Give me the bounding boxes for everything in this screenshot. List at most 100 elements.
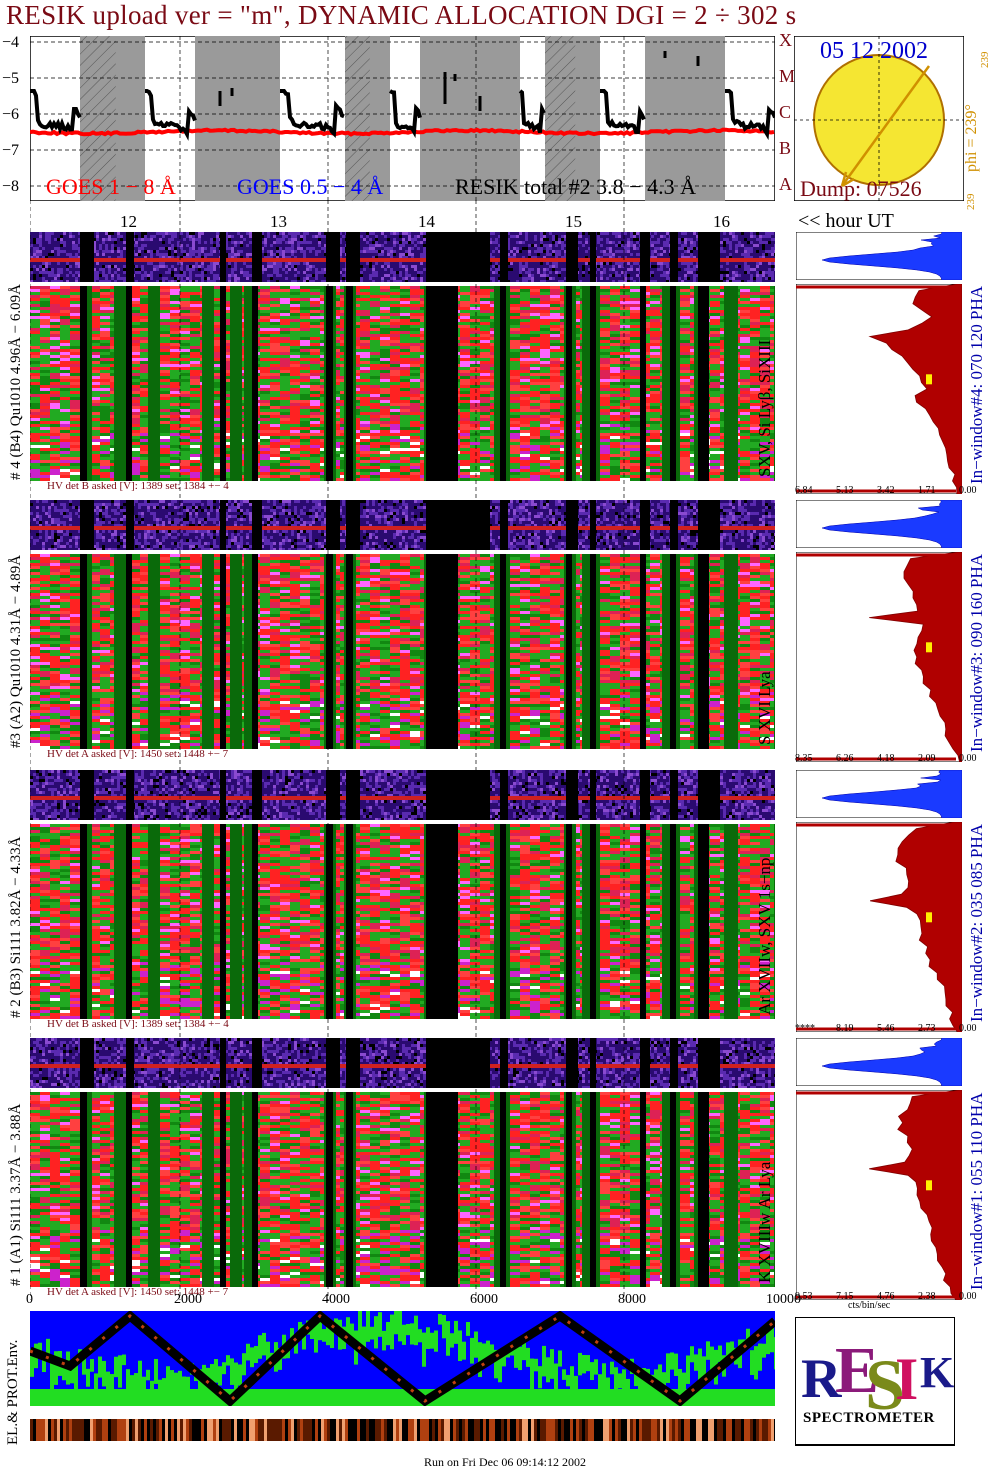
env-strip-cell — [765, 1419, 768, 1441]
env-green-floor — [586, 1389, 590, 1406]
env-green-band — [350, 1323, 354, 1343]
env-green-band — [618, 1373, 622, 1389]
env-green-band — [390, 1314, 394, 1350]
env-strip-cell — [477, 1419, 480, 1441]
env-green-floor — [738, 1389, 742, 1406]
spectrogram-gap — [640, 286, 646, 481]
env-green-floor — [722, 1389, 726, 1406]
env-strip-cell — [267, 1419, 270, 1441]
spectrum-profile-4 — [796, 1090, 962, 1300]
spectrogram-band — [724, 554, 738, 749]
strip-line — [30, 258, 775, 262]
env-strip-cell — [195, 1419, 198, 1441]
spectrogram-band — [202, 554, 214, 749]
env-green-band — [386, 1321, 390, 1346]
env-strip-cell — [66, 1419, 69, 1441]
env-green-floor — [342, 1389, 346, 1406]
env-label: EL.& PROT.Env. — [5, 1340, 22, 1445]
env-strip-cell — [111, 1419, 114, 1441]
env-green-band — [702, 1356, 706, 1384]
env-green-band — [586, 1355, 590, 1372]
env-green-floor — [174, 1389, 178, 1406]
env-strip-cell — [207, 1419, 210, 1441]
env-strip-cell — [720, 1419, 723, 1441]
env-green-floor — [390, 1389, 394, 1406]
env-green-band — [186, 1376, 190, 1394]
env-green-floor — [734, 1389, 738, 1406]
spectrogram-band — [724, 286, 738, 481]
env-green-band — [474, 1331, 478, 1358]
env-strip-cell — [618, 1419, 621, 1441]
env-green-floor — [690, 1389, 694, 1406]
env-strip-cell — [270, 1419, 273, 1441]
env-green-band — [422, 1332, 426, 1367]
env-green-floor — [602, 1389, 606, 1406]
env-strip-cell — [240, 1419, 243, 1441]
env-strip-cell — [594, 1419, 597, 1441]
spectrogram-gap — [80, 1092, 87, 1287]
env-green-band — [458, 1330, 462, 1362]
env-green-band — [50, 1360, 54, 1394]
env-strip-cell — [39, 1419, 42, 1441]
spectrogram-gap — [220, 824, 226, 1019]
strip-gap — [80, 770, 94, 820]
env-green-floor — [762, 1389, 766, 1406]
pha-histogram-4 — [796, 1038, 962, 1086]
env-green-band — [774, 1337, 775, 1370]
spectrogram-gap — [80, 824, 87, 1019]
env-strip-cell — [288, 1419, 291, 1441]
env-green-floor — [386, 1389, 390, 1406]
env-strip-cell — [252, 1419, 255, 1441]
env-green-band — [698, 1348, 702, 1381]
env-green-floor — [706, 1389, 710, 1406]
env-strip-cell — [759, 1419, 762, 1441]
env-green-floor — [754, 1389, 758, 1406]
env-green-floor — [94, 1389, 98, 1406]
env-strip-cell — [180, 1419, 183, 1441]
env-strip-cell — [162, 1419, 165, 1441]
spectrogram-band — [774, 824, 775, 1019]
env-green-band — [670, 1352, 674, 1370]
env-strip-cell — [567, 1419, 570, 1441]
env-green-band — [562, 1369, 566, 1380]
logo-letter: E — [835, 1334, 879, 1407]
env-green-band — [726, 1342, 730, 1356]
env-green-floor — [658, 1389, 662, 1406]
env-strip-cell — [225, 1419, 228, 1441]
env-strip-cell — [432, 1419, 435, 1441]
env-strip-cell — [750, 1419, 753, 1441]
env-green-floor — [482, 1389, 486, 1406]
env-green-band — [470, 1337, 474, 1364]
spectrogram-gap — [566, 1092, 572, 1287]
bottom-x-tick-2000: 2000 — [174, 1292, 202, 1308]
env-strip-cell — [54, 1419, 57, 1441]
env-green-band — [150, 1380, 154, 1396]
env-green-floor — [442, 1389, 446, 1406]
env-green-floor — [86, 1389, 90, 1406]
env-green-band — [666, 1353, 670, 1383]
env-strip-cell — [78, 1419, 81, 1441]
env-green-band — [378, 1312, 382, 1337]
env-green-floor — [646, 1389, 650, 1406]
strip-gap — [126, 1038, 134, 1088]
env-green-band — [442, 1314, 446, 1339]
profile-x-tick: 2.38 — [918, 1291, 936, 1302]
env-strip-cell — [666, 1419, 669, 1441]
env-green-band — [46, 1338, 50, 1359]
env-strip-cell — [375, 1419, 378, 1441]
env-green-floor — [622, 1389, 626, 1406]
strip-gap — [326, 1038, 340, 1088]
env-strip-cell — [282, 1419, 285, 1441]
env-strip-cell — [306, 1419, 309, 1441]
env-strip-cell — [573, 1419, 576, 1441]
spectrogram-band — [724, 1092, 738, 1287]
env-green-floor — [62, 1389, 66, 1406]
env-green-floor — [410, 1389, 414, 1406]
env-strip-cell — [171, 1419, 174, 1441]
env-strip-cell — [234, 1419, 237, 1441]
env-green-band — [398, 1311, 402, 1342]
env-strip-cell — [264, 1419, 267, 1441]
env-strip-cell — [540, 1419, 543, 1441]
env-green-floor — [254, 1389, 258, 1406]
spectrogram-gap — [640, 554, 646, 749]
